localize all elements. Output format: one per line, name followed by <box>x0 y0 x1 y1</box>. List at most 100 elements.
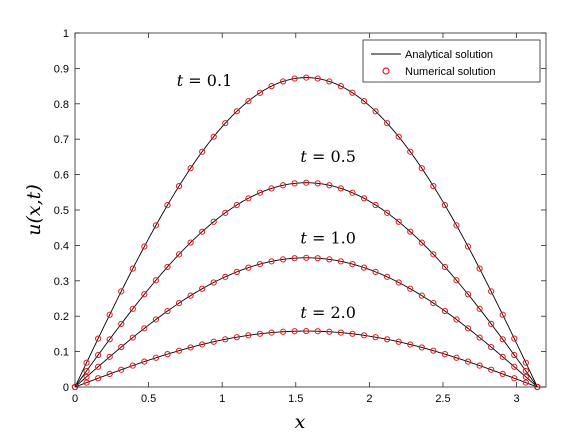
numerical-point <box>210 279 217 286</box>
numerical-point <box>407 228 414 235</box>
numerical-point <box>256 189 264 196</box>
numerical-point <box>303 254 310 261</box>
numerical-point <box>349 330 356 337</box>
numerical-point <box>129 334 136 341</box>
legend-analytical: Analytical solution <box>405 49 493 61</box>
numerical-point <box>511 363 518 370</box>
numerical-point <box>488 366 495 373</box>
numerical-point <box>464 243 472 250</box>
numerical-point <box>210 133 217 140</box>
x-tick-label: 0.5 <box>141 393 156 405</box>
numerical-point <box>245 264 252 271</box>
numerical-point <box>210 218 217 225</box>
numerical-markers <box>71 74 541 391</box>
numerical-point <box>268 329 275 336</box>
numerical-point <box>337 329 344 336</box>
numerical-point <box>522 359 529 366</box>
numerical-point <box>222 120 229 127</box>
annotation-t-1.0: t = 1.0 <box>300 229 355 248</box>
numerical-point <box>187 165 194 172</box>
numerical-point <box>488 343 495 351</box>
numerical-point <box>129 265 136 272</box>
numerical-point <box>326 256 333 263</box>
numerical-point <box>441 202 449 209</box>
numerical-point <box>360 98 368 105</box>
numerical-point <box>499 336 506 343</box>
numerical-point <box>245 332 252 339</box>
series-annotations: t = 0.1 t = 0.5 t = 1.0 t = 2.0 <box>177 71 356 322</box>
legend-marker-swatch <box>382 67 390 75</box>
numerical-point <box>337 258 344 265</box>
numerical-point <box>314 75 321 82</box>
analytical-curve-t-2.0 <box>74 330 538 388</box>
legend: Analytical solution Numerical solution <box>362 39 541 83</box>
numerical-point <box>326 182 333 189</box>
numerical-point <box>268 258 275 265</box>
annotation-t-2.0: t = 2.0 <box>300 303 355 322</box>
numerical-point <box>83 379 90 386</box>
numerical-point <box>141 291 148 298</box>
numerical-point <box>349 89 356 96</box>
numerical-point <box>395 218 402 225</box>
numerical-point <box>476 265 483 272</box>
y-tick-label: 0.8 <box>54 99 69 111</box>
numerical-point <box>326 328 333 335</box>
y-tick-label: 1 <box>63 28 69 40</box>
numerical-point <box>360 195 368 202</box>
numerical-point <box>476 362 483 369</box>
numerical-point <box>118 366 125 373</box>
numerical-point <box>175 299 183 307</box>
numerical-point <box>384 120 391 127</box>
y-tick-label: 0.6 <box>54 170 69 182</box>
numerical-point <box>233 108 240 115</box>
numerical-point <box>522 373 529 380</box>
numerical-point <box>129 362 136 369</box>
numerical-point <box>95 375 102 382</box>
numerical-point <box>476 334 483 341</box>
numerical-point <box>164 351 171 358</box>
numerical-point <box>303 179 310 186</box>
numerical-point <box>418 344 425 351</box>
numerical-point <box>222 273 229 280</box>
legend-box <box>362 39 541 83</box>
y-tick-label: 0.2 <box>54 311 69 323</box>
y-tick-label: 0.7 <box>54 134 69 146</box>
numerical-point <box>522 367 529 375</box>
numerical-point <box>199 148 206 155</box>
numerical-point <box>245 195 252 202</box>
x-tick-label: 3 <box>514 393 520 405</box>
numerical-point <box>233 201 240 209</box>
numerical-point <box>372 268 379 275</box>
numerical-point <box>418 239 425 246</box>
numerical-point <box>187 344 194 351</box>
numerical-point <box>430 299 437 307</box>
analytical-curves <box>74 77 538 388</box>
numerical-point <box>337 185 344 192</box>
numerical-point <box>395 279 402 286</box>
numerical-point <box>464 358 472 365</box>
y-tick-label: 0.3 <box>54 276 69 288</box>
annotation-t-0.1: t = 0.1 <box>177 71 232 90</box>
numerical-point <box>441 263 449 271</box>
numerical-point <box>407 148 414 155</box>
y-tick-label: 0.9 <box>54 63 69 75</box>
numerical-point <box>141 358 148 365</box>
numerical-point <box>175 251 183 258</box>
numerical-point <box>418 292 425 299</box>
numerical-point <box>395 133 402 140</box>
numerical-point <box>453 277 460 284</box>
numerical-point <box>384 336 391 343</box>
numerical-point <box>360 264 368 271</box>
x-axis-label: x <box>295 411 306 433</box>
numerical-point <box>430 182 437 190</box>
numerical-point <box>199 285 206 292</box>
y-tick-label: 0.5 <box>54 205 69 217</box>
numerical-point <box>441 351 449 358</box>
numerical-point <box>233 268 240 275</box>
numerical-point <box>453 354 460 361</box>
numerical-point <box>291 180 298 187</box>
numerical-point <box>152 222 160 229</box>
numerical-point <box>464 325 472 332</box>
numerical-point <box>430 251 437 258</box>
